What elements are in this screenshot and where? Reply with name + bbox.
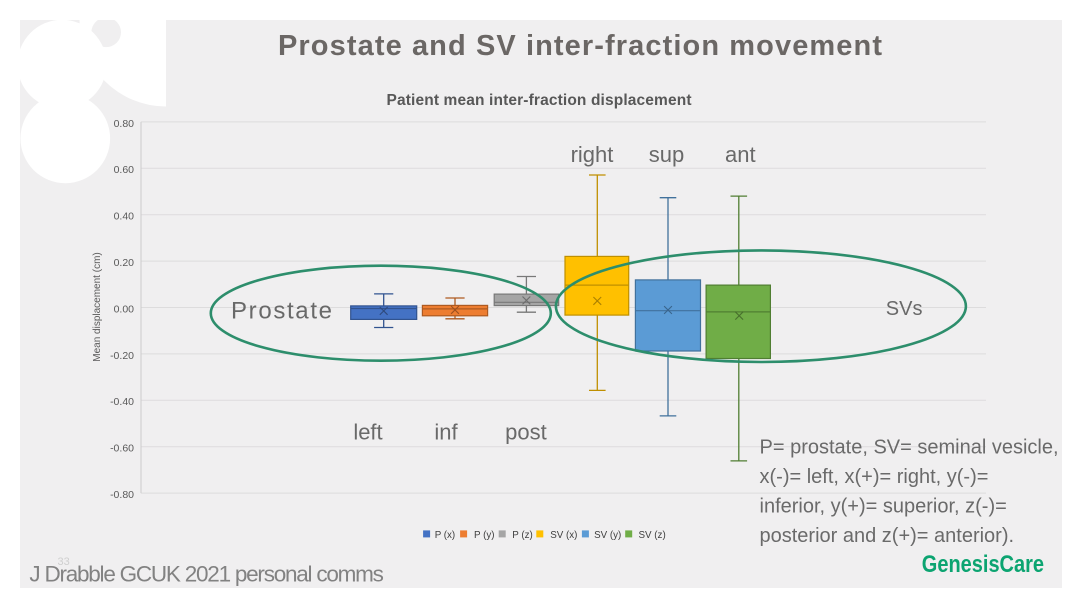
svg-text:P (y): P (y) [474,530,495,541]
svg-text:ant: ant [725,142,756,167]
svg-text:SV (z): SV (z) [639,530,666,541]
svg-text:-0.60: -0.60 [110,443,134,455]
svg-text:0.60: 0.60 [114,164,135,176]
svg-text:inf: inf [434,419,458,444]
svg-text:-0.20: -0.20 [110,350,134,362]
svg-text:-0.80: -0.80 [110,489,134,501]
svg-text:sup: sup [649,142,684,167]
svg-text:posterior and z(+)= anterior).: posterior and z(+)= anterior). [760,525,1015,547]
svg-text:SV (x): SV (x) [550,530,577,541]
svg-text:inferior, y(+)= superior, z(-): inferior, y(+)= superior, z(-)= [760,496,1007,518]
svg-text:GenesisCare: GenesisCare [922,551,1044,578]
svg-text:Mean displacement (cm): Mean displacement (cm) [92,252,103,361]
svg-text:0.40: 0.40 [114,211,135,223]
svg-text:right: right [571,142,614,167]
svg-text:SV (y): SV (y) [594,530,621,541]
svg-text:0.20: 0.20 [114,257,135,269]
svg-text:0.80: 0.80 [114,118,135,130]
svg-text:SVs: SVs [886,298,923,320]
svg-text:Prostate and SV inter-fraction: Prostate and SV inter-fraction movement [278,30,882,62]
svg-text:Patient mean inter-fraction di: Patient mean inter-fraction displacement [387,92,692,109]
svg-text:Prostate: Prostate [231,298,332,325]
svg-text:P (z): P (z) [512,530,533,541]
svg-text:left: left [353,419,382,444]
svg-text:P (x): P (x) [435,530,456,541]
svg-text:0.00: 0.00 [114,303,135,315]
svg-text:post: post [505,419,547,444]
svg-text:J Drabble GCUK 2021 personal c: J Drabble GCUK 2021 personal comms [29,562,384,587]
svg-text:P= prostate, SV= seminal vesic: P= prostate, SV= seminal vesicle, [760,437,1059,459]
svg-text:x(-)= left, x(+)= right, y(-)=: x(-)= left, x(+)= right, y(-)= [760,466,989,488]
svg-text:33: 33 [58,556,70,568]
svg-text:-0.40: -0.40 [110,396,134,408]
